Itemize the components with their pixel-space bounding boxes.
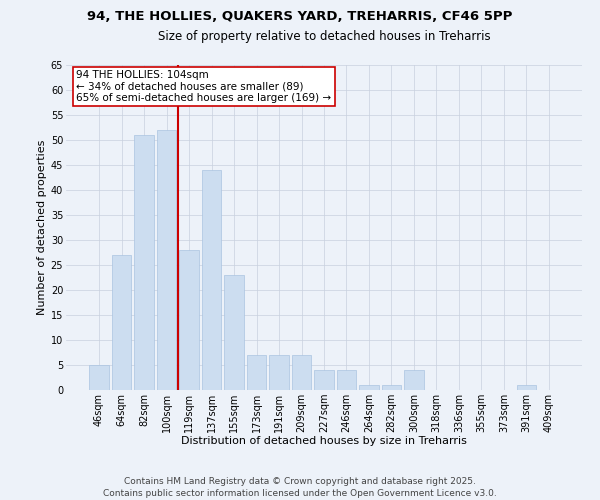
Bar — [382, 385, 401, 390]
Bar — [314, 370, 334, 390]
Bar — [247, 355, 266, 390]
Bar — [337, 370, 356, 390]
Bar — [292, 355, 311, 390]
Bar — [224, 275, 244, 390]
Bar — [89, 365, 109, 390]
Text: 94 THE HOLLIES: 104sqm
← 34% of detached houses are smaller (89)
65% of semi-det: 94 THE HOLLIES: 104sqm ← 34% of detached… — [76, 70, 331, 103]
Text: 94, THE HOLLIES, QUAKERS YARD, TREHARRIS, CF46 5PP: 94, THE HOLLIES, QUAKERS YARD, TREHARRIS… — [88, 10, 512, 23]
Text: Contains HM Land Registry data © Crown copyright and database right 2025.
Contai: Contains HM Land Registry data © Crown c… — [103, 476, 497, 498]
Bar — [134, 135, 154, 390]
Bar — [112, 255, 131, 390]
Bar — [157, 130, 176, 390]
Bar — [359, 385, 379, 390]
Title: Size of property relative to detached houses in Treharris: Size of property relative to detached ho… — [158, 30, 490, 43]
Bar — [269, 355, 289, 390]
Y-axis label: Number of detached properties: Number of detached properties — [37, 140, 47, 315]
Bar — [179, 250, 199, 390]
X-axis label: Distribution of detached houses by size in Treharris: Distribution of detached houses by size … — [181, 436, 467, 446]
Bar — [202, 170, 221, 390]
Bar — [404, 370, 424, 390]
Bar — [517, 385, 536, 390]
